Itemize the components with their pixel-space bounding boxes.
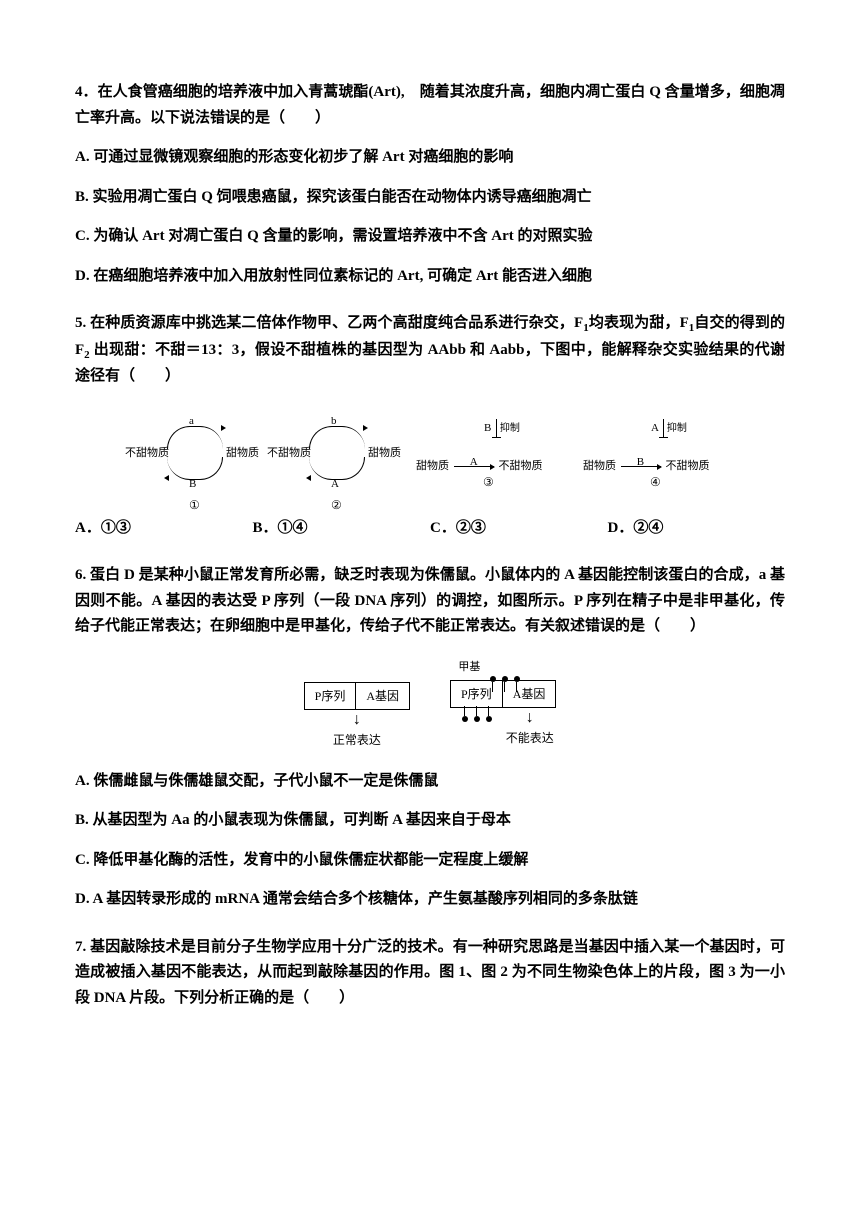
q6-opt-c: C. 降低甲基化酶的活性，发育中的小鼠侏儒症状都能一定程度上缓解 xyxy=(75,848,785,874)
gene-right: 甲基 P序列 A基因 ↓ 不能表达 xyxy=(450,658,556,751)
q6-diagram: P序列 A基因 ↓ 正常表达 甲基 P序列 A基因 xyxy=(75,658,785,751)
q7-text: 7. 基因敲除技术是目前分子生物学应用十分广泛的技术。有一种研究思路是当基因中插… xyxy=(75,935,785,1012)
q6-opt-a: A. 侏儒雌鼠与侏儒雄鼠交配，子代小鼠不一定是侏儒鼠 xyxy=(75,769,785,795)
question-5: 5. 在种质资源库中挑选某二倍体作物甲、乙两个高甜度纯合品系进行杂交，F1均表现… xyxy=(75,311,785,541)
cycle-2: 不甜物质 甜物质 b A ② xyxy=(269,408,399,498)
q5-diagram: 不甜物质 甜物质 a B ① 不甜物质 甜物质 b A ② B 抑制 甜物质 A xyxy=(75,408,785,498)
q6-opt-d: D. A 基因转录形成的 mRNA 通常会结合多个核糖体，产生氨基酸序列相同的多… xyxy=(75,887,785,913)
linear-3: B 抑制 甜物质 A 不甜物质 ③ xyxy=(411,413,566,493)
q4-opt-b: B. 实验用凋亡蛋白 Q 饲喂患癌鼠，探究该蛋白能否在动物体内诱导癌细胞凋亡 xyxy=(75,185,785,211)
q4-opt-c: C. 为确认 Art 对凋亡蛋白 Q 含量的影响，需设置培养液中不含 Art 的… xyxy=(75,224,785,250)
q5-choices: A．①③ B．①④ C．②③ D．②④ xyxy=(75,516,785,542)
down-arrow-icon: ↓ xyxy=(304,712,410,728)
q5-choice-b: B．①④ xyxy=(253,516,431,542)
question-6: 6. 蛋白 D 是某种小鼠正常发育所必需，缺乏时表现为侏儒鼠。小鼠体内的 A 基… xyxy=(75,563,785,912)
q4-opt-d: D. 在癌细胞培养液中加入用放射性同位素标记的 Art, 可确定 Art 能否进… xyxy=(75,264,785,290)
q5-choice-c: C．②③ xyxy=(430,516,608,542)
question-7: 7. 基因敲除技术是目前分子生物学应用十分广泛的技术。有一种研究思路是当基因中插… xyxy=(75,935,785,1012)
q4-opt-a: A. 可通过显微镜观察细胞的形态变化初步了解 Art 对癌细胞的影响 xyxy=(75,145,785,171)
cycle-1: 不甜物质 甜物质 a B ① xyxy=(127,408,257,498)
q6-opt-b: B. 从基因型为 Aa 的小鼠表现为侏儒鼠，可判断 A 基因来自于母本 xyxy=(75,808,785,834)
down-arrow-icon: ↓ xyxy=(503,710,556,726)
question-4: 4．在人食管癌细胞的培养液中加入青蒿琥酯(Art), 随着其浓度升高，细胞内凋亡… xyxy=(75,80,785,289)
q4-text: 4．在人食管癌细胞的培养液中加入青蒿琥酯(Art), 随着其浓度升高，细胞内凋亡… xyxy=(75,80,785,131)
q5-text: 5. 在种质资源库中挑选某二倍体作物甲、乙两个高甜度纯合品系进行杂交，F1均表现… xyxy=(75,311,785,390)
q5-choice-a: A．①③ xyxy=(75,516,253,542)
q6-text: 6. 蛋白 D 是某种小鼠正常发育所必需，缺乏时表现为侏儒鼠。小鼠体内的 A 基… xyxy=(75,563,785,640)
linear-4: A 抑制 甜物质 B 不甜物质 ④ xyxy=(578,413,733,493)
q5-choice-d: D．②④ xyxy=(608,516,786,542)
gene-left: P序列 A基因 ↓ 正常表达 xyxy=(304,658,410,751)
